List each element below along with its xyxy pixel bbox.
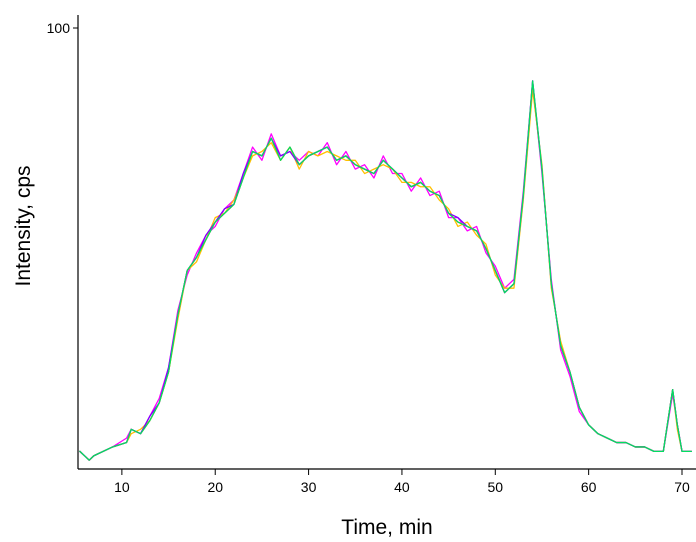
- x-tick-label: 40: [394, 479, 410, 495]
- x-axis-title: Time, min: [341, 516, 432, 539]
- series-line-3: [79, 89, 692, 461]
- x-tick-label: 20: [207, 479, 223, 495]
- y-ticks: 100: [47, 20, 78, 36]
- x-tick-label: 10: [114, 479, 130, 495]
- x-ticks: 10 20 30 40 50 60 70: [114, 469, 690, 495]
- series-line-2: [79, 80, 692, 461]
- x-tick-label: 30: [301, 479, 317, 495]
- series-line-4: [79, 80, 692, 461]
- y-tick-label: 100: [47, 20, 71, 36]
- x-tick-label: 60: [581, 479, 597, 495]
- series-line-1: [79, 84, 692, 461]
- series-layer: [79, 80, 692, 461]
- series-line-5: [79, 80, 692, 461]
- x-tick-label: 50: [488, 479, 504, 495]
- y-axis-title: Intensity, cps: [12, 166, 35, 287]
- x-tick-label: 70: [674, 479, 690, 495]
